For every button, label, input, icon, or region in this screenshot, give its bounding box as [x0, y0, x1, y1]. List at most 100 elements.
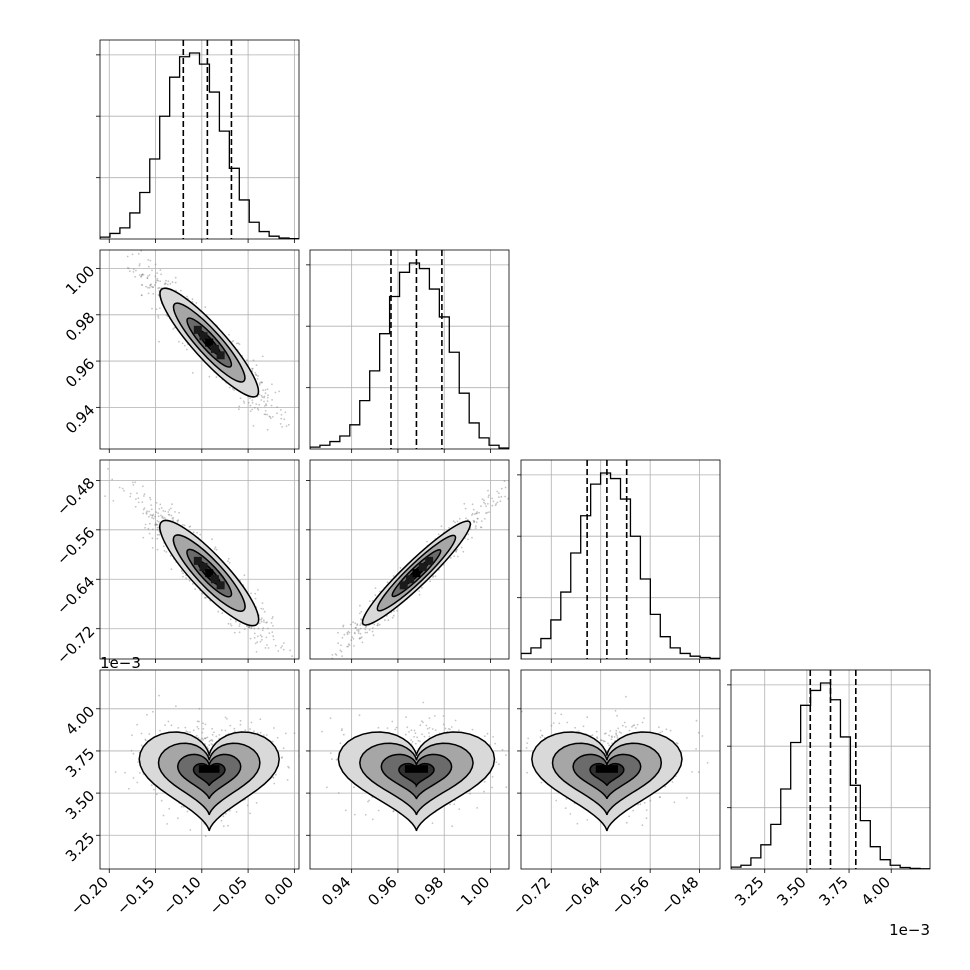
scatter-point [491, 786, 493, 789]
scatter-point [131, 734, 133, 737]
scatter-point [356, 624, 359, 627]
scatter-point [358, 637, 361, 640]
scatter-point [321, 730, 323, 733]
scatter-point [155, 281, 158, 284]
scatter-point [491, 504, 494, 507]
scatter-point [158, 694, 160, 697]
scatter-point [259, 640, 262, 643]
scatter-point [220, 819, 223, 822]
scatter-point [162, 510, 165, 512]
scatter-point [248, 626, 251, 629]
scatter-point [183, 344, 186, 347]
scatter-point [266, 413, 269, 416]
y-tick-label: 0.96 [62, 355, 98, 391]
scatter-point [510, 492, 512, 494]
scatter-point [354, 632, 356, 635]
scatter-point [609, 730, 612, 732]
pair-content [126, 243, 299, 447]
scatter-point [233, 389, 236, 391]
scatter-point [144, 738, 147, 741]
scatter-point [141, 284, 144, 286]
scatter-point [154, 275, 157, 278]
scatter-point [141, 501, 144, 503]
scatter-point [449, 728, 451, 731]
scatter-point [250, 627, 253, 630]
scatter-point [266, 621, 268, 624]
scatter-point [440, 525, 443, 528]
scatter-point [157, 287, 160, 290]
scatter-point [165, 314, 168, 317]
scatter-point [360, 610, 363, 613]
scatter-point [229, 623, 232, 625]
y-tick-label: 0.98 [62, 308, 98, 344]
scatter-point [168, 807, 171, 810]
scatter-point [154, 523, 157, 526]
scatter-point [202, 722, 204, 725]
scatter-point [224, 716, 227, 719]
scatter-point [186, 295, 189, 298]
histogram-0 [100, 52, 299, 239]
scatter-point [220, 729, 223, 732]
scatter-point [483, 518, 486, 520]
scatter-point [235, 620, 237, 623]
scatter-point [158, 508, 161, 510]
scatter-point [282, 642, 285, 644]
scatter-point [128, 270, 131, 273]
scatter-point [263, 413, 266, 416]
panel-frame [99, 39, 300, 240]
scatter-point [209, 739, 212, 742]
scatter-point [126, 243, 128, 245]
scatter-point [422, 701, 425, 704]
scatter-point [357, 629, 360, 631]
scatter-point [177, 727, 180, 729]
scatter-point [354, 627, 357, 629]
scatter-point [364, 631, 367, 634]
density-contours [337, 731, 496, 832]
scatter-point [357, 632, 360, 634]
scatter-point [280, 413, 283, 416]
scatter-point [485, 512, 487, 514]
scatter-point [605, 732, 607, 735]
scatter-point [192, 531, 195, 534]
scatter-point [217, 610, 220, 613]
scatter-point [151, 514, 153, 517]
scatter-point [371, 630, 374, 633]
scatter-point [258, 393, 261, 396]
scatter-point [258, 622, 261, 625]
density-peak [210, 344, 219, 353]
scatter-point [148, 274, 151, 276]
scatter-point [126, 255, 129, 258]
scatter-point [437, 533, 440, 536]
scatter-point [140, 284, 143, 286]
scatter-point [208, 744, 211, 747]
scatter-point [265, 734, 268, 736]
scatter-point [170, 514, 173, 517]
scatter-point [227, 557, 230, 560]
scatter-point [151, 286, 154, 288]
scatter-point [384, 619, 386, 622]
scatter-point [264, 410, 267, 412]
scatter-point [153, 284, 156, 286]
scatter-point [176, 521, 179, 523]
scatter-point [164, 724, 167, 726]
scatter-point [174, 281, 177, 284]
scatter-point [261, 602, 264, 604]
scatter-point [483, 790, 485, 793]
scatter-point [239, 723, 242, 726]
scatter-point [423, 735, 426, 738]
scatter-point [248, 626, 250, 629]
scatter-point [291, 665, 293, 667]
scatter-point [304, 674, 306, 676]
scatter-point [271, 399, 273, 401]
scatter-point [189, 525, 192, 528]
scatter-point [357, 630, 360, 633]
scatter-point [253, 730, 255, 733]
scatter-point [147, 286, 149, 289]
scatter-point [428, 717, 431, 719]
scatter-point [150, 504, 153, 506]
scatter-point [234, 730, 236, 733]
scatter-point [410, 739, 412, 741]
y-tick-label: 3.75 [62, 745, 98, 781]
scatter-point [444, 727, 447, 730]
